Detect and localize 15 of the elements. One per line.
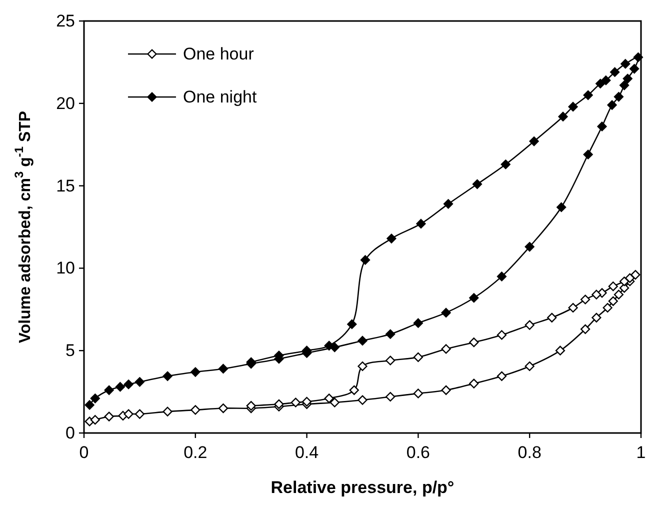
legend-label: One hour	[183, 44, 254, 64]
y-tick-label: 10	[56, 258, 75, 278]
x-tick-label: 0.8	[518, 443, 542, 462]
x-tick-label: 0.4	[294, 443, 319, 462]
y-tick-label: 20	[56, 94, 75, 113]
y-tick-label: 5	[66, 341, 75, 360]
x-tick-label: 0.6	[406, 443, 430, 462]
x-tick-label: 0	[79, 443, 89, 462]
x-tick-label: 0.2	[184, 443, 208, 462]
legend-label: One night	[183, 88, 257, 106]
y-tick-label: 0	[66, 424, 75, 442]
x-tick-label: 1	[636, 443, 646, 462]
y-tick-label: 25	[56, 12, 75, 30]
y-tick-label: 15	[56, 176, 75, 196]
x-axis-title: Relative pressure, p/p°	[270, 478, 454, 497]
